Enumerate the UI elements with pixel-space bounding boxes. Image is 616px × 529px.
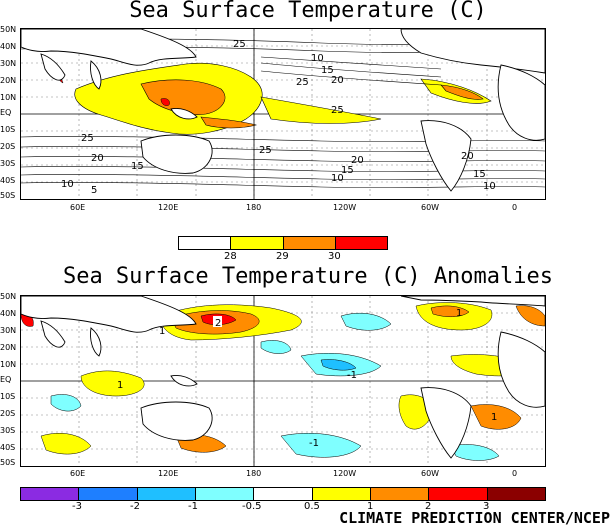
colorbar-box — [335, 237, 387, 249]
lon-label: 0 — [512, 203, 518, 212]
anomaly-map: 2 1 1 -1 -1 1 1 — [20, 295, 546, 467]
lon-label: 180 — [246, 469, 262, 478]
colorbar-label: 30 — [328, 251, 341, 262]
sst-map-svg: 10 15 20 25 25 25 25 20 15 10 5 10 15 20… — [21, 29, 545, 199]
lon-label: 180 — [246, 203, 262, 212]
contour-label: 15 — [341, 165, 354, 176]
contour-label: 10 — [483, 181, 496, 192]
contour-label: 25 — [296, 77, 309, 88]
contour-label: 1 — [117, 380, 123, 391]
sst-map: 10 15 20 25 25 25 25 20 15 10 5 10 15 20… — [20, 28, 546, 200]
colorbar-label: -3 — [72, 501, 82, 512]
lon-label: 60E — [70, 469, 86, 478]
colorbar-box — [21, 488, 80, 500]
lon-label: 120E — [158, 469, 179, 478]
colorbar-box — [370, 488, 430, 500]
lat-label: 40S — [0, 176, 16, 185]
anomaly-title: Sea Surface Temperature (C) Anomalies — [62, 264, 554, 289]
colorbar-box — [231, 237, 284, 249]
contour-label: 1 — [491, 412, 497, 423]
lon-label: 60W — [421, 203, 440, 212]
lat-label: 20S — [0, 142, 16, 151]
lat-label: 40N — [0, 42, 17, 51]
lat-label: 50N — [0, 292, 17, 301]
contour-label: 1 — [456, 308, 462, 319]
lat-label: 20N — [0, 343, 17, 352]
lat-label: 10S — [0, 392, 16, 401]
colorbar-label: 0.5 — [304, 501, 320, 512]
colorbar-label: -0.5 — [242, 501, 262, 512]
colorbar-label: 29 — [276, 251, 289, 262]
lat-label: 30N — [0, 59, 17, 68]
colorbar-label: -2 — [130, 501, 140, 512]
lat-label: 10N — [0, 360, 17, 369]
lat-label: 10S — [0, 125, 16, 134]
sst-colorbar — [178, 236, 388, 250]
lon-label: 60W — [421, 469, 440, 478]
colorbar-box — [312, 488, 371, 500]
lon-label: 120W — [333, 203, 357, 212]
colorbar-box — [283, 237, 336, 249]
lon-label: 60E — [70, 203, 86, 212]
colorbar-label: 2 — [425, 501, 432, 512]
contour-label: 20 — [91, 153, 104, 164]
contour-label: 25 — [331, 105, 344, 116]
colorbar-box — [429, 488, 488, 500]
lat-label: 30S — [0, 426, 16, 435]
colorbar-label: 3 — [483, 501, 490, 512]
colorbar-box — [137, 488, 196, 500]
lat-label: 50N — [0, 25, 17, 34]
sst-title: Sea Surface Temperature (C) — [129, 0, 487, 23]
colorbar-label: 28 — [224, 251, 237, 262]
anomaly-colorbar — [20, 487, 546, 501]
contour-label: 25 — [81, 133, 94, 144]
lat-label: 20N — [0, 76, 17, 85]
colorbar-box — [79, 488, 138, 500]
colorbar-box — [254, 488, 313, 500]
contour-label: 5 — [91, 185, 97, 196]
contour-label: -1 — [347, 370, 357, 381]
contour-label: 15 — [131, 161, 144, 172]
contour-label: 1 — [159, 326, 165, 337]
contour-label: -1 — [309, 438, 319, 449]
contour-label: 20 — [351, 155, 364, 166]
lat-label: 10N — [0, 93, 17, 102]
contour-label: 10 — [61, 179, 74, 190]
lat-label: 40S — [0, 443, 16, 452]
colorbar-label: -1 — [188, 501, 198, 512]
colorbar-box — [195, 488, 255, 500]
contour-label: 15 — [473, 169, 486, 180]
contour-label: 20 — [331, 75, 344, 86]
lat-label: 20S — [0, 409, 16, 418]
contour-label: 25 — [259, 145, 272, 156]
lon-label: 120E — [158, 203, 179, 212]
colorbar-label: 1 — [367, 501, 374, 512]
lon-label: 120W — [333, 469, 357, 478]
contour-label: 10 — [331, 173, 344, 184]
contour-label: 20 — [461, 151, 474, 162]
contour-label: 10 — [311, 53, 324, 64]
lat-label: 40N — [0, 309, 17, 318]
lat-label: 30S — [0, 159, 16, 168]
lon-label: 0 — [512, 469, 518, 478]
contour-label: 25 — [233, 39, 246, 50]
lat-label: EQ — [0, 108, 12, 117]
colorbar-box — [179, 237, 232, 249]
colorbar-box — [487, 488, 545, 500]
contour-label: 15 — [321, 65, 334, 76]
anomaly-map-svg: 2 1 1 -1 -1 1 1 — [21, 296, 545, 466]
credit-text: CLIMATE PREDICTION CENTER/NCEP — [339, 509, 610, 527]
lat-label: EQ — [0, 375, 12, 384]
lat-label: 50S — [0, 191, 16, 200]
lat-label: 50S — [0, 458, 16, 467]
lat-label: 30N — [0, 326, 17, 335]
contour-label: 2 — [215, 318, 221, 329]
